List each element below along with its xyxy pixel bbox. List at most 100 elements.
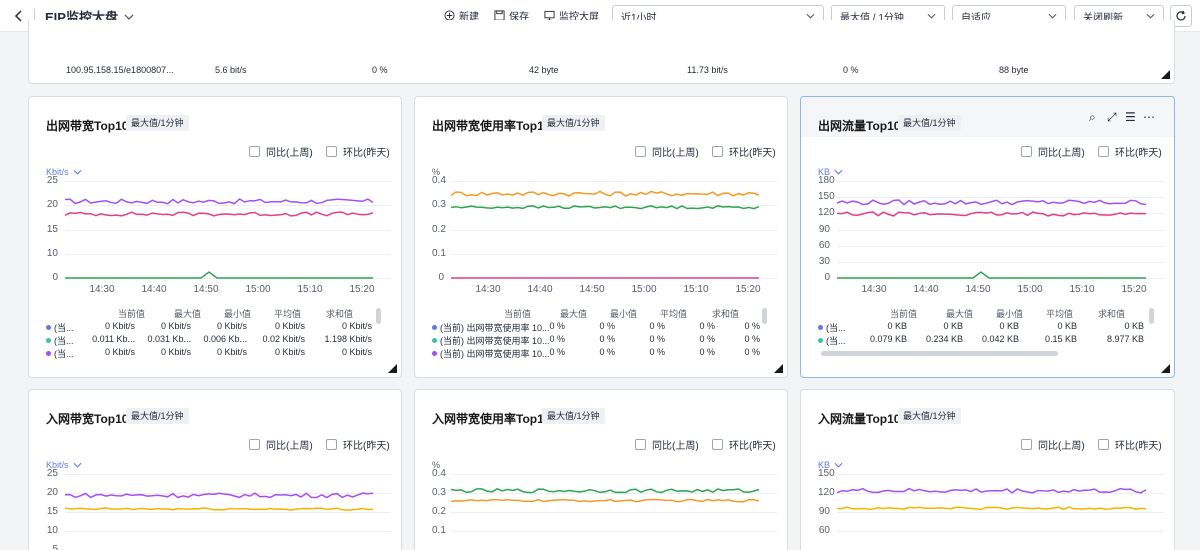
panel-header-bg (801, 97, 1174, 137)
legend-item[interactable]: (当... (46, 334, 74, 347)
unit-select[interactable]: Kbit/s (46, 460, 82, 470)
grid-line (837, 474, 1164, 475)
series-line (65, 271, 373, 279)
y-tick-label: 0.3 (432, 487, 446, 498)
legend-value: 0 Kbit/s (341, 347, 372, 357)
legend-item[interactable]: (当... (818, 334, 846, 347)
legend-header: 平均值 (1045, 309, 1073, 319)
panel-title: 入网带宽使用率Top10 (432, 412, 551, 426)
grid-line (837, 512, 1164, 513)
resize-handle[interactable] (1161, 70, 1170, 79)
legend-header: 最大值 (945, 309, 973, 319)
chevron-down-icon (834, 462, 843, 468)
legend-value: 0 % (549, 334, 565, 344)
series-line (836, 487, 1147, 494)
chevron-down-icon (73, 462, 81, 468)
resize-handle[interactable] (774, 364, 783, 373)
mom-checkbox[interactable]: 环比(昨天) (712, 437, 776, 452)
legend-item[interactable]: (当... (46, 321, 74, 334)
checkbox-box (712, 439, 723, 450)
unit-select[interactable]: KB (818, 167, 843, 177)
series-line (836, 506, 1147, 511)
legend-item[interactable]: (当前) 出网带宽使用率 10... (432, 334, 550, 347)
back-button[interactable] (10, 7, 28, 25)
mom-checkbox[interactable]: 环比(昨天) (712, 144, 776, 159)
x-tick-label: 15:00 (245, 284, 271, 295)
legend-scrollbar[interactable] (376, 308, 381, 324)
grid-line (65, 229, 391, 231)
legend-item[interactable]: (当... (818, 321, 846, 334)
legend-scrollbar[interactable] (762, 308, 767, 324)
legend-name: (当... (54, 349, 74, 359)
y-tick-label: 25 (46, 175, 58, 186)
unit-select[interactable]: Kbit/s (46, 167, 82, 177)
legend-header: 最小值 (609, 309, 637, 319)
y-tick-label: 90 (818, 506, 830, 517)
grid-line (837, 531, 1164, 532)
grid-line (65, 181, 391, 182)
chevron-down-icon (834, 169, 843, 175)
more-icon[interactable]: ⋯ (1143, 110, 1155, 124)
grid-line (837, 229, 1164, 231)
yoy-checkbox[interactable]: 同比(上周) (635, 144, 699, 159)
resize-handle[interactable] (1161, 364, 1170, 373)
grid-line (65, 253, 391, 255)
legend-hscrollbar[interactable] (821, 351, 1058, 356)
mom-checkbox[interactable]: 环比(昨天) (326, 144, 390, 159)
grid-line (65, 531, 391, 532)
aggregation-tag: 最大值/1分钟 (542, 408, 605, 424)
y-tick-label: 90 (818, 223, 830, 235)
grid-line (837, 261, 1164, 263)
yoy-checkbox[interactable]: 同比(上周) (1021, 144, 1085, 159)
grid-line (451, 253, 777, 255)
grid-line (837, 213, 1164, 215)
y-tick-label: 20 (46, 487, 58, 498)
table-cell: 0 % (843, 65, 859, 75)
legend-item[interactable]: (当前) 出网带宽使用率 10... (432, 321, 550, 334)
checkbox-box (635, 146, 646, 157)
x-tick-label: 15:10 (1069, 284, 1095, 295)
mom-checkbox[interactable]: 环比(昨天) (1098, 144, 1162, 159)
legend-name: (当... (826, 323, 846, 333)
mom-checkbox[interactable]: 环比(昨天) (326, 437, 390, 452)
yoy-checkbox[interactable]: 同比(上周) (1021, 437, 1085, 452)
search-icon[interactable]: ⌕ (1089, 110, 1096, 124)
legend-item[interactable]: (当... (46, 347, 74, 360)
legend-value: 0 % (549, 321, 565, 331)
y-tick-label: 0.2 (432, 223, 446, 235)
grid-line (451, 181, 777, 182)
yoy-label: 同比(上周) (1038, 148, 1085, 159)
mom-label: 环比(昨天) (1115, 441, 1162, 452)
legend-item[interactable]: (当前) 出网带宽使用率 10... (432, 347, 550, 360)
list-icon[interactable]: ☰ (1125, 110, 1136, 124)
table-cell: 0 % (372, 65, 388, 75)
yoy-checkbox[interactable]: 同比(上周) (249, 144, 313, 159)
refresh-button[interactable] (1170, 5, 1192, 27)
unit-select[interactable]: KB (818, 460, 843, 470)
resize-handle[interactable] (388, 364, 397, 373)
yoy-checkbox[interactable]: 同比(上周) (249, 437, 313, 452)
chart-plot (836, 487, 1147, 511)
y-tick-label: 25 (46, 468, 58, 479)
checkbox-box (1021, 439, 1032, 450)
mom-checkbox[interactable]: 环比(昨天) (1098, 437, 1162, 452)
x-tick-label: 14:50 (965, 284, 991, 295)
legend-value: 0 Kbit/s (216, 321, 247, 331)
x-tick-label: 15:10 (297, 284, 323, 295)
bigscreen-label: 监控大屏 (559, 12, 599, 23)
chart-plot (64, 492, 374, 511)
chart-panel: 入网流量Top10 最大值/1分钟 同比(上周) 环比(昨天) KB 150 120 90 60 (800, 389, 1175, 550)
legend-value: 0.031 Kb... (147, 334, 191, 344)
yoy-label: 同比(上周) (652, 441, 699, 452)
series-line (64, 211, 374, 217)
refresh-icon (1176, 10, 1186, 21)
legend-value: 0 % (599, 321, 615, 331)
chevron-left-icon (14, 10, 22, 22)
legend-scrollbar[interactable] (1149, 308, 1154, 324)
grid-line (451, 474, 777, 475)
legend-header: 当前值 (503, 309, 531, 319)
yoy-checkbox[interactable]: 同比(上周) (635, 437, 699, 452)
legend-value: 0 % (649, 347, 665, 357)
expand-icon[interactable]: ⤢ (1107, 110, 1117, 124)
legend-value: 0 % (699, 321, 715, 331)
